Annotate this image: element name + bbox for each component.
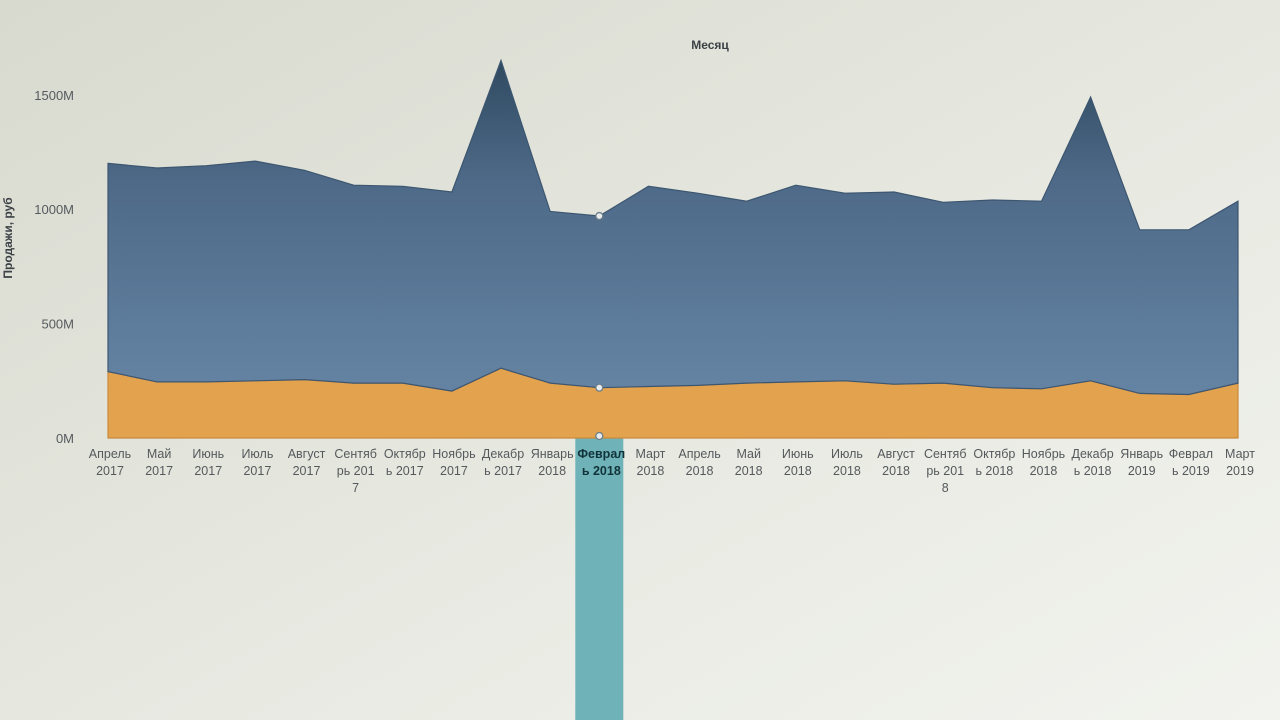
x-tick-label: Июнь 2017	[192, 447, 224, 478]
x-tick-label: Сентяб рь 201 7	[334, 447, 377, 495]
x-tick-label: Апрель 2018	[678, 447, 720, 478]
x-tick-label-line: Феврал	[577, 447, 625, 461]
x-tick-label-line: Май	[147, 447, 172, 461]
x-tick-label-line: 8	[942, 481, 949, 495]
y-tick-label: 1500M	[34, 88, 74, 103]
x-tick-label: Октябр ь 2017	[384, 447, 426, 478]
x-tick-label-line: ь 2017	[484, 464, 522, 478]
x-tick-label: Июнь 2018	[782, 447, 814, 478]
x-tick-label-line: ь 2018	[1074, 464, 1112, 478]
area-layer	[107, 58, 1239, 439]
x-tick-label-line: 2018	[882, 464, 910, 478]
x-tick-label-line: Март	[635, 447, 665, 461]
x-tick-label-line: ь 2018	[975, 464, 1013, 478]
x-tick-label: Март 2019	[1225, 447, 1255, 478]
x-tick-label-line: 2018	[784, 464, 812, 478]
x-tick-label: Декабр ь 2017	[482, 447, 524, 478]
x-tick-label: Октябр ь 2018	[973, 447, 1015, 478]
x-tick-label: Сентяб рь 201 8	[924, 447, 967, 495]
x-tick-label-line: 2018	[538, 464, 566, 478]
x-tick-label-line: рь 201	[926, 464, 964, 478]
x-tick-label-line: 7	[352, 481, 359, 495]
x-tick-label-line: Август	[288, 447, 326, 461]
x-tick-label-line: Январь	[531, 447, 574, 461]
y-axis: 0M 500M 1000M 1500M	[34, 88, 74, 446]
x-tick-label-line: Феврал	[1169, 447, 1213, 461]
x-tick-label-line: 2017	[440, 464, 468, 478]
x-tick-label-line: 2017	[96, 464, 124, 478]
y-tick-label: 1000M	[34, 202, 74, 217]
x-tick-label-line: 2018	[637, 464, 665, 478]
x-tick-label: Январь 2018	[531, 447, 574, 478]
x-axis: Апрель 2017 Май 2017 Июнь 2017 Июль 2017 Август 2…	[89, 447, 1255, 495]
x-tick-label-line: ь 2018	[582, 464, 621, 478]
x-tick-label-line: Октябр	[384, 447, 426, 461]
x-tick-label: Феврал ь 2018	[577, 447, 625, 478]
x-tick-label-line: Июнь	[192, 447, 224, 461]
x-tick-label-line: Ноябрь	[1022, 447, 1065, 461]
x-tick-label-line: Апрель	[678, 447, 720, 461]
y-tick-label: 500M	[41, 317, 74, 332]
x-tick-label: Феврал ь 2019	[1169, 447, 1213, 478]
x-tick-label: Ноябрь 2017	[432, 447, 475, 478]
x-tick-label-line: 2018	[1030, 464, 1058, 478]
x-tick-label: Май 2017	[145, 447, 173, 478]
x-tick-label-line: Декабр	[482, 447, 524, 461]
x-tick-label-line: Апрель	[89, 447, 131, 461]
x-tick-label-line: 2019	[1226, 464, 1254, 478]
x-tick-label-line: 2017	[293, 464, 321, 478]
x-tick-label-line: Октябр	[973, 447, 1015, 461]
y-tick-label: 0M	[56, 431, 74, 446]
area-series-2[interactable]	[107, 58, 1239, 396]
x-tick-label-line: Ноябрь	[432, 447, 475, 461]
point-marker[interactable]	[595, 431, 604, 441]
x-tick-label-line: Январь	[1120, 447, 1163, 461]
x-tick-label-line: Сентяб	[924, 447, 967, 461]
x-tick-label-line: Июль	[241, 447, 273, 461]
x-tick-label-line: Декабр	[1071, 447, 1113, 461]
x-tick-label-line: Сентяб	[334, 447, 377, 461]
x-tick-label-line: 2017	[145, 464, 173, 478]
x-tick-label: Апрель 2017	[89, 447, 131, 478]
point-marker[interactable]	[595, 383, 604, 392]
x-tick-label-line: 2017	[194, 464, 222, 478]
x-tick-label: Ноябрь 2018	[1022, 447, 1065, 478]
selected-point-markers	[595, 211, 604, 441]
x-tick-label-line: рь 201	[337, 464, 375, 478]
y-axis-title: Продажи, руб	[1, 197, 15, 278]
x-tick-label-line: ь 2019	[1172, 464, 1210, 478]
x-tick-label: Июль 2017	[241, 447, 273, 478]
selected-month-highlight[interactable]	[575, 438, 624, 720]
x-tick-label: Январь 2019	[1120, 447, 1163, 478]
x-tick-label: Август 2017	[288, 447, 326, 478]
x-tick-label: Август 2018	[877, 447, 915, 478]
x-tick-label: Июль 2018	[831, 447, 863, 478]
x-tick-label-line: 2018	[686, 464, 714, 478]
x-tick-label-line: Май	[736, 447, 761, 461]
x-tick-label-line: ь 2017	[386, 464, 424, 478]
x-tick-label-line: 2018	[833, 464, 861, 478]
x-tick-label-line: Август	[877, 447, 915, 461]
x-tick-label-line: Июль	[831, 447, 863, 461]
x-tick-label-line: Март	[1225, 447, 1255, 461]
x-tick-label-line: 2019	[1128, 464, 1156, 478]
x-tick-label-line: 2017	[243, 464, 271, 478]
x-tick-label: Май 2018	[735, 447, 763, 478]
point-marker[interactable]	[595, 211, 604, 221]
chart-title: Месяц	[691, 38, 729, 52]
x-tick-label: Март 2018	[635, 447, 665, 478]
x-tick-label-line: 2018	[735, 464, 763, 478]
x-tick-label-line: Июнь	[782, 447, 814, 461]
x-tick-label: Декабр ь 2018	[1071, 447, 1113, 478]
